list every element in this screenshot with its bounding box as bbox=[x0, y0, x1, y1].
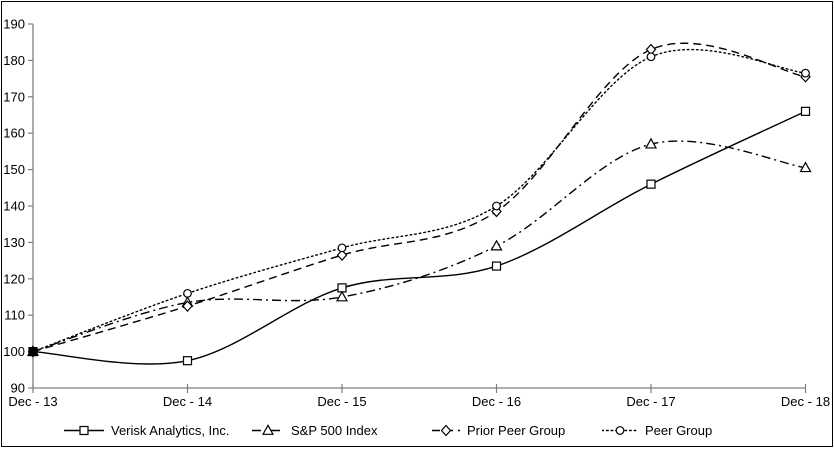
y-tick-label: 180 bbox=[3, 53, 25, 68]
series-markers-triangle bbox=[26, 137, 812, 356]
triangle-marker-icon bbox=[261, 423, 275, 435]
line-chart-canvas: 90 100 110 120 130 140 150 160 170 180 190 Dec - 13… bbox=[3, 17, 830, 410]
legend-label: Prior Peer Group bbox=[467, 422, 566, 438]
circle-marker-icon bbox=[615, 425, 625, 435]
circle-marker-icon bbox=[492, 201, 501, 211]
x-tick-label: Dec - 17 bbox=[626, 394, 675, 409]
y-tick-label: 90 bbox=[11, 381, 25, 396]
y-tick-label: 130 bbox=[3, 235, 25, 250]
series-line-triangle bbox=[32, 140, 806, 353]
legend-label: Peer Group bbox=[645, 422, 713, 438]
y-tick-label: 110 bbox=[4, 308, 25, 323]
y-tick-label: 120 bbox=[3, 271, 25, 286]
circle-marker-icon bbox=[337, 243, 347, 253]
series-line-diamond bbox=[32, 42, 806, 353]
chart-legend: Verisk Analytics, Inc. S&P 500 Index Pri… bbox=[2, 421, 832, 441]
diamond-marker-icon bbox=[440, 424, 452, 436]
legend-item-prior-peer-group: Prior Peer Group bbox=[432, 421, 565, 439]
x-tick-label: Dec - 18 bbox=[781, 394, 830, 409]
triangle-marker-icon bbox=[799, 161, 812, 173]
legend-item-sp500: S&P 500 Index bbox=[252, 421, 378, 439]
diamond-marker-icon bbox=[182, 300, 193, 312]
legend-line-sample-triangle bbox=[252, 423, 284, 435]
x-tick-label: Dec - 16 bbox=[472, 394, 521, 409]
x-tick-label: Dec - 13 bbox=[8, 394, 57, 409]
triangle-marker-icon bbox=[490, 239, 503, 251]
square-marker-icon bbox=[79, 425, 89, 435]
legend-line-sample-square bbox=[64, 425, 104, 435]
circle-marker-icon bbox=[28, 347, 38, 357]
circle-marker-icon bbox=[801, 68, 810, 78]
legend-line-sample-diamond bbox=[432, 424, 460, 436]
triangle-marker-icon bbox=[644, 137, 658, 149]
legend-label: Verisk Analytics, Inc. bbox=[111, 422, 230, 438]
square-marker-icon bbox=[182, 356, 193, 366]
x-tick-label: Dec - 15 bbox=[317, 394, 366, 409]
series-line-square bbox=[32, 110, 806, 365]
y-tick-label: 140 bbox=[3, 199, 25, 214]
y-tick-label: 100 bbox=[3, 344, 25, 359]
y-tick-label: 150 bbox=[3, 162, 25, 177]
axes: 90 100 110 120 130 140 150 160 170 180 190 Dec - 13… bbox=[3, 17, 830, 410]
square-marker-icon bbox=[646, 179, 656, 189]
y-tick-label: 190 bbox=[3, 17, 25, 32]
series-line-circle bbox=[32, 48, 807, 353]
circle-marker-icon bbox=[183, 288, 192, 298]
series-markers-diamond bbox=[27, 43, 811, 358]
legend-item-verisk: Verisk Analytics, Inc. bbox=[64, 421, 230, 439]
legend-line-sample-circle bbox=[602, 425, 638, 435]
legend-label: S&P 500 Index bbox=[291, 422, 378, 438]
diamond-marker-icon bbox=[336, 249, 348, 262]
legend-item-peer-group: Peer Group bbox=[602, 421, 712, 439]
triangle-marker-icon bbox=[335, 290, 349, 302]
y-tick-label: 160 bbox=[3, 126, 25, 141]
circle-marker-icon bbox=[646, 52, 656, 62]
series-markers-square bbox=[28, 106, 811, 366]
square-marker-icon bbox=[491, 261, 502, 271]
y-tick-label: 170 bbox=[3, 89, 25, 104]
series-markers-circle bbox=[28, 52, 810, 357]
x-tick-label: Dec - 14 bbox=[163, 394, 212, 409]
square-marker-icon bbox=[800, 106, 811, 116]
